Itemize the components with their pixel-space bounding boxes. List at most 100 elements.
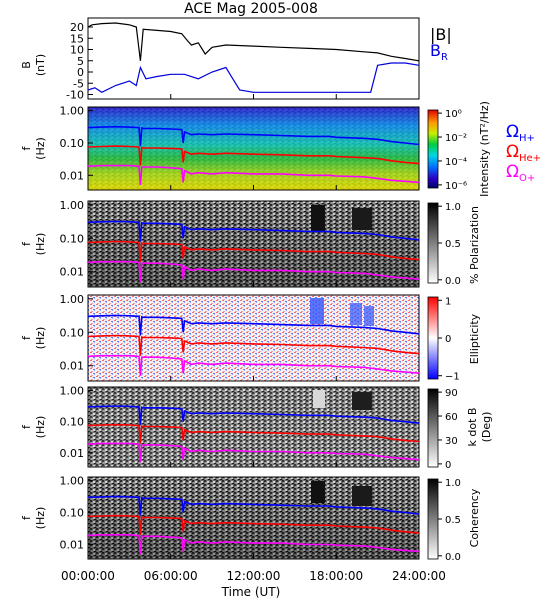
spec-y-tick-label: 0.10 [60,326,85,339]
legend-br-base: BR [430,41,448,63]
kdotb-blob-1 [313,390,325,408]
dark-blobs [311,205,372,506]
spec-y-tick-label: 1.00 [60,385,85,398]
colorbar-tick-label: 0.5 [445,239,461,250]
coherency-cb-label: Coherency [468,488,481,547]
spec-ylabel-hz: (Hz) [34,137,47,160]
spec-ylabel-f: f [20,335,33,340]
chart-title: ACE Mag 2005-008 [184,1,318,17]
colorbar-tick-label: 30 [445,436,458,447]
colorbar-tick-label: 1.0 [445,478,461,489]
x-tick-label: 06:00:00 [144,569,198,583]
colorbar-tick-label: 1 [445,296,451,307]
intensity-colorbar [427,109,439,189]
gyro-line-hplus [87,314,420,336]
colorbar-tick-label: 10⁰ [445,109,462,120]
colorbar-tick-label: 10⁻² [445,133,467,144]
spec-y-tick-label: 1.00 [60,105,85,118]
spec-y-tick-label: 0.01 [60,538,85,551]
spec-y-tick-label: 0.10 [60,416,85,429]
series-absb-line [87,22,420,62]
panel-bfield-frame [87,17,420,100]
gyro-line-hplus [87,125,420,147]
spec-y-tick-label: 1.00 [60,199,85,212]
kdotb-cb-label2: (Deg) [480,412,493,443]
gyro-line-oplus [87,533,420,555]
gyro-line-oplus [87,442,420,463]
colorbar-tick-label: 0.0 [445,276,461,287]
spec-ylabel-hz: (Hz) [34,327,47,350]
spectrogram-y-ticks: 1.00 0.10 0.01 1.00 0.10 0.01 1.00 0.10 0.01 1.00… [60,105,93,551]
spec-ylabel-hz: (Hz) [34,233,47,256]
bfield-ylabel-2: (nT) [34,54,47,76]
kdotb-colorbar [427,388,439,468]
bfield-y-tick-label: 0 [77,66,84,79]
gyro-line-oplus [87,354,420,376]
legend-omega-o: ΩO+ [506,162,535,184]
colorbar-tick-label: 1.0 [445,202,461,213]
spec-y-tick-label: 0.10 [60,137,85,150]
colorbar-tick-label: 0.5 [445,515,461,526]
legend-br-sub: R [441,52,448,63]
ellipticity-colorbar [427,296,439,380]
spec-y-tick-label: 0.01 [60,447,85,460]
legend-omega-he-symbol: Ω [506,142,519,162]
bfield-y-tick-label: 5 [77,55,84,68]
x-tick-label: 24:00:00 [392,569,446,583]
spec-y-tick-label: 0.10 [60,507,85,520]
gyro-line-hplus [87,220,420,242]
legend-omega-h: ΩH+ [506,122,535,144]
bfield-y-tick-label: -10 [66,89,84,102]
kdotb-blob-2 [352,392,372,410]
intensity-cb-label: Intensity (nT²/Hz) [478,101,491,197]
legend-omega-o-symbol: Ω [506,162,519,182]
bfield-y-tick-label: -5 [73,77,84,90]
gyro-line-heplus [87,423,420,444]
spec-ylabel-f: f [20,241,33,246]
spec-ylabel-hz: (Hz) [34,507,47,530]
spectrogram-y-labels: f (Hz)f (Hz)f (Hz)f (Hz)f (Hz) [20,137,47,529]
series-br-line [87,62,420,93]
ellipticity-blob-2 [350,303,362,325]
gyro-line-heplus [87,240,420,262]
x-axis: 00:00:00 06:00:00 12:00:00 18:00:00 24:00:00 [61,94,446,583]
gyro-line-heplus [87,514,420,535]
legend-absb: |B| [430,25,452,44]
bfield-lines [87,22,420,93]
spec-y-tick-label: 0.01 [60,169,85,182]
ellipticity-blob-3 [364,306,374,326]
ellipticity-blob-1 [310,298,324,324]
colorbar-tick-label: 60 [445,412,458,423]
colorbar-tick-label: 90 [445,388,458,399]
gyro-line-oplus [87,164,420,186]
pol-blob-2 [352,208,372,230]
kdotb-cb-label: k dot B [466,408,479,447]
spec-y-tick-label: 0.10 [60,232,85,245]
bfield-y-tick-label: 10 [70,44,84,57]
spec-y-tick-label: 1.00 [60,475,85,488]
legend-omega-h-symbol: Ω [506,122,519,142]
coh-blob-1 [311,481,325,503]
spec-ylabel-f: f [20,515,33,520]
bfield-ylabel-1: B [20,61,33,69]
colorbar-tick-label: 0.0 [445,552,461,563]
bfield-y-tick-label: 20 [70,21,84,34]
x-tick-label: 18:00:00 [309,569,363,583]
coh-blob-2 [352,486,372,506]
spec-y-tick-label: 0.01 [60,360,85,373]
ellipticity-cb-label: Ellipticity [468,313,481,364]
gyro-line-hplus [87,405,420,425]
colorbar-tick-label: −1 [445,372,460,383]
x-tick-label: 00:00:00 [61,569,115,583]
spec-ylabel-hz: (Hz) [34,416,47,439]
gyrofrequency-lines [87,125,420,555]
colorbar-tick-label: 10⁻⁴ [445,157,467,168]
x-axis-label: Time (UT) [221,585,281,599]
gyro-line-hplus [87,495,420,516]
gyro-line-heplus [87,334,420,356]
legend-omega-he: ΩHe+ [506,142,541,164]
x-tick-label: 12:00:00 [227,569,281,583]
legend-omega-o-sub: O+ [519,173,535,184]
